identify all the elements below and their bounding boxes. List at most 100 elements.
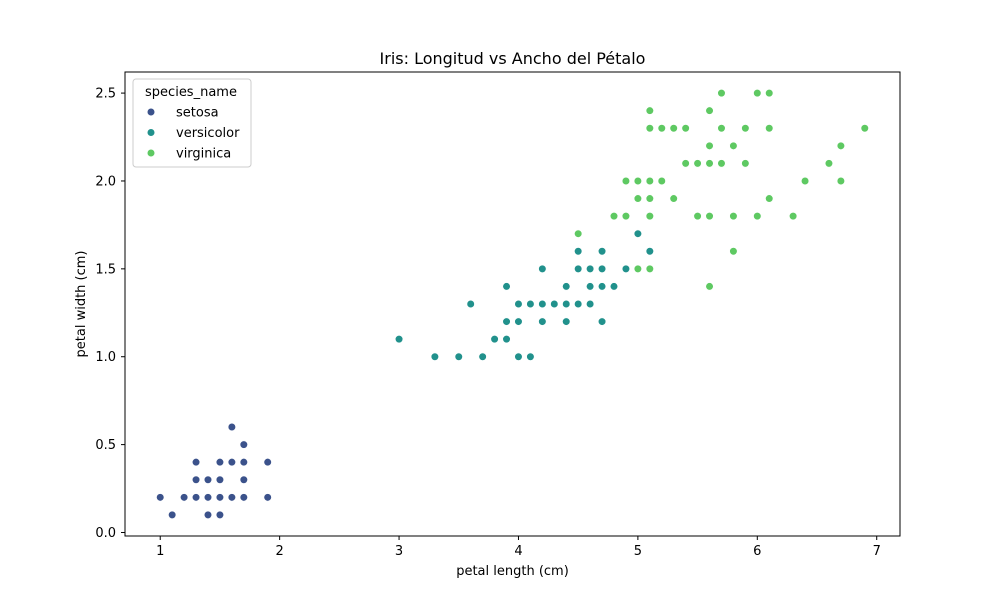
data-point-versicolor xyxy=(586,282,595,291)
chart-title: Iris: Longitud vs Ancho del Pétalo xyxy=(380,49,646,68)
data-point-versicolor xyxy=(597,247,607,256)
data-point-virginica xyxy=(645,212,654,221)
data-point-setosa xyxy=(180,493,189,502)
data-point-versicolor xyxy=(597,317,607,326)
y-tick-label: 2.0 xyxy=(95,174,116,189)
y-tick-label: 1.5 xyxy=(95,262,116,277)
data-point-setosa xyxy=(203,475,213,484)
points-layer xyxy=(156,88,869,520)
data-point-virginica xyxy=(621,176,631,186)
data-point-setosa xyxy=(168,510,177,520)
data-point-versicolor xyxy=(597,264,607,273)
data-point-virginica xyxy=(789,212,798,221)
data-point-versicolor xyxy=(502,335,511,344)
data-point-virginica xyxy=(645,106,654,115)
series-setosa xyxy=(156,422,272,520)
data-point-virginica xyxy=(669,194,678,203)
data-point-virginica xyxy=(681,124,690,133)
data-point-versicolor xyxy=(526,299,535,309)
y-tick-label: 0.0 xyxy=(95,526,116,541)
data-point-virginica xyxy=(633,264,642,273)
data-point-versicolor xyxy=(526,352,535,361)
data-point-versicolor xyxy=(394,335,404,344)
x-tick-label: 3 xyxy=(395,544,403,559)
data-point-virginica xyxy=(824,159,834,168)
legend-label-setosa: setosa xyxy=(176,106,219,121)
data-point-versicolor xyxy=(454,352,463,361)
data-point-setosa xyxy=(239,458,248,467)
data-point-versicolor xyxy=(466,299,475,309)
data-point-versicolor xyxy=(502,317,511,326)
data-point-virginica xyxy=(717,124,726,133)
x-tick-label: 1 xyxy=(156,544,164,559)
data-point-virginica xyxy=(729,141,738,150)
data-point-virginica xyxy=(669,124,678,133)
data-point-virginica xyxy=(645,264,654,273)
data-point-virginica xyxy=(693,159,702,168)
legend-title: species_name xyxy=(145,85,237,100)
x-tick-label: 4 xyxy=(514,544,522,559)
data-point-virginica xyxy=(645,176,654,186)
data-point-virginica xyxy=(633,176,642,186)
data-point-setosa xyxy=(239,440,248,449)
data-point-versicolor xyxy=(633,229,642,238)
data-point-virginica xyxy=(657,176,666,186)
x-tick-label: 6 xyxy=(753,544,761,559)
data-point-setosa xyxy=(215,458,225,467)
data-point-versicolor xyxy=(514,299,523,309)
data-point-versicolor xyxy=(574,247,583,256)
data-point-versicolor xyxy=(562,317,571,326)
y-axis: 0.0 0.5 1.0 1.5 2.0 2.5 xyxy=(95,87,125,541)
legend-item-versicolor: versicolor xyxy=(146,126,240,141)
series-virginica xyxy=(574,88,869,291)
data-point-virginica xyxy=(836,176,845,186)
data-point-setosa xyxy=(263,493,272,502)
data-point-setosa xyxy=(227,458,236,467)
y-tick-label: 0.5 xyxy=(95,438,116,453)
legend: species_name setosa versicolor virginica xyxy=(132,78,252,168)
data-point-virginica xyxy=(633,194,642,203)
legend-marker-setosa xyxy=(146,107,156,117)
data-point-setosa xyxy=(191,458,201,467)
data-point-virginica xyxy=(741,159,750,168)
data-point-virginica xyxy=(717,88,726,98)
x-tick-label: 7 xyxy=(873,544,881,559)
data-point-setosa xyxy=(191,475,201,484)
legend-label-versicolor: versicolor xyxy=(176,126,240,141)
y-axis-label: petal width (cm) xyxy=(74,251,89,358)
data-point-versicolor xyxy=(550,299,559,309)
data-point-versicolor xyxy=(562,299,571,309)
data-point-setosa xyxy=(239,475,248,484)
data-point-setosa xyxy=(215,475,225,484)
data-point-versicolor xyxy=(538,317,547,326)
data-point-virginica xyxy=(717,159,726,168)
data-point-versicolor xyxy=(514,317,523,326)
data-point-virginica xyxy=(645,194,654,203)
data-point-setosa xyxy=(227,493,236,502)
data-point-virginica xyxy=(705,159,714,168)
data-point-versicolor xyxy=(478,352,487,361)
data-point-versicolor xyxy=(430,352,439,361)
legend-marker-virginica xyxy=(146,148,156,158)
data-point-virginica xyxy=(609,212,619,221)
data-point-virginica xyxy=(645,124,654,133)
x-tick-label: 5 xyxy=(634,544,642,559)
data-point-virginica xyxy=(621,212,631,221)
data-point-virginica xyxy=(753,212,762,221)
data-point-virginica xyxy=(765,88,774,98)
data-point-versicolor xyxy=(514,352,523,361)
legend-item-setosa: setosa xyxy=(146,106,219,121)
data-point-setosa xyxy=(227,422,236,432)
data-point-virginica xyxy=(741,124,750,133)
data-point-versicolor xyxy=(574,264,583,273)
data-point-versicolor xyxy=(586,299,595,309)
data-point-versicolor xyxy=(597,282,607,291)
data-point-virginica xyxy=(705,141,714,150)
data-point-virginica xyxy=(765,124,774,133)
legend-box xyxy=(132,78,252,168)
data-point-versicolor xyxy=(586,264,595,273)
data-point-virginica xyxy=(705,212,714,221)
data-point-virginica xyxy=(860,124,869,133)
data-point-versicolor xyxy=(562,282,571,291)
data-point-versicolor xyxy=(609,282,619,291)
